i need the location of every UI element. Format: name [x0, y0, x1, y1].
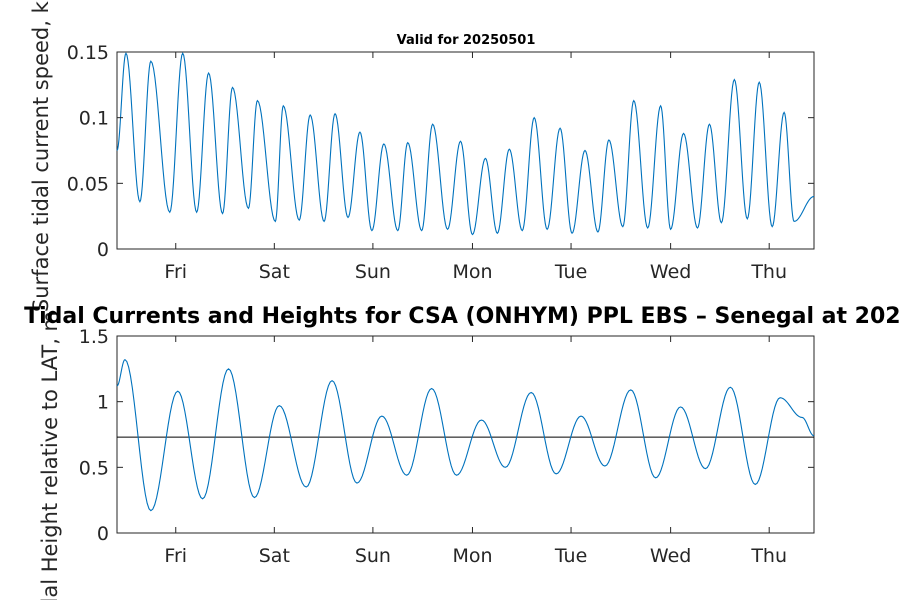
y-tick-label: 1.5	[79, 326, 109, 348]
x-tick-label-thu: Thu	[750, 261, 787, 283]
series-line-0	[116, 52, 815, 236]
x-tick-label-fri: Fri	[164, 261, 187, 283]
x-tick-label-mon: Mon	[452, 545, 492, 567]
current-speed-ylabel: Surface tidal current speed, kn	[29, 0, 53, 312]
x-tick-label-fri: Fri	[164, 545, 187, 567]
series-line-0	[116, 358, 815, 512]
figure-title: Tidal Currents and Heights for CSA (ONHY…	[24, 304, 900, 329]
current-speed-axes: 0 0.05 0.1 0.15 Fri Sat Sun Mon Tue Wed Thu Valid …	[29, 0, 815, 312]
y-tick-label: 0	[97, 239, 109, 261]
x-tick-label-sat: Sat	[259, 545, 290, 567]
x-tick-label-sat: Sat	[259, 261, 290, 283]
y-tick-label: 0.5	[79, 457, 109, 479]
x-tick-label-mon: Mon	[452, 261, 492, 283]
x-tick-label-wed: Wed	[650, 261, 691, 283]
tidal-height-axes: 0 0.5 1 1.5 Fri Sat Sun Mon Tue Wed Thu Tidal Heig…	[38, 311, 815, 600]
y-tick-label: 0.15	[67, 42, 109, 64]
y-tick-label: 1	[97, 392, 109, 414]
x-tick-label-tue: Tue	[554, 261, 587, 283]
x-tick-label-tue: Tue	[554, 545, 587, 567]
y-tick-label: 0.1	[79, 108, 109, 130]
y-tick-label: 0	[97, 523, 109, 545]
x-tick-label-sun: Sun	[355, 261, 391, 283]
x-tick-label-sun: Sun	[355, 545, 391, 567]
x-tick-label-thu: Thu	[750, 545, 787, 567]
tidal-height-plot-area	[116, 335, 815, 534]
current-speed-plot-area	[116, 51, 815, 250]
current-speed-title: Valid for 20250501	[397, 33, 536, 48]
y-tick-label: 0.05	[67, 173, 109, 195]
x-tick-label-wed: Wed	[650, 545, 691, 567]
tidal-height-ylabel: Tidal Height relative to LAT, m	[38, 311, 62, 600]
